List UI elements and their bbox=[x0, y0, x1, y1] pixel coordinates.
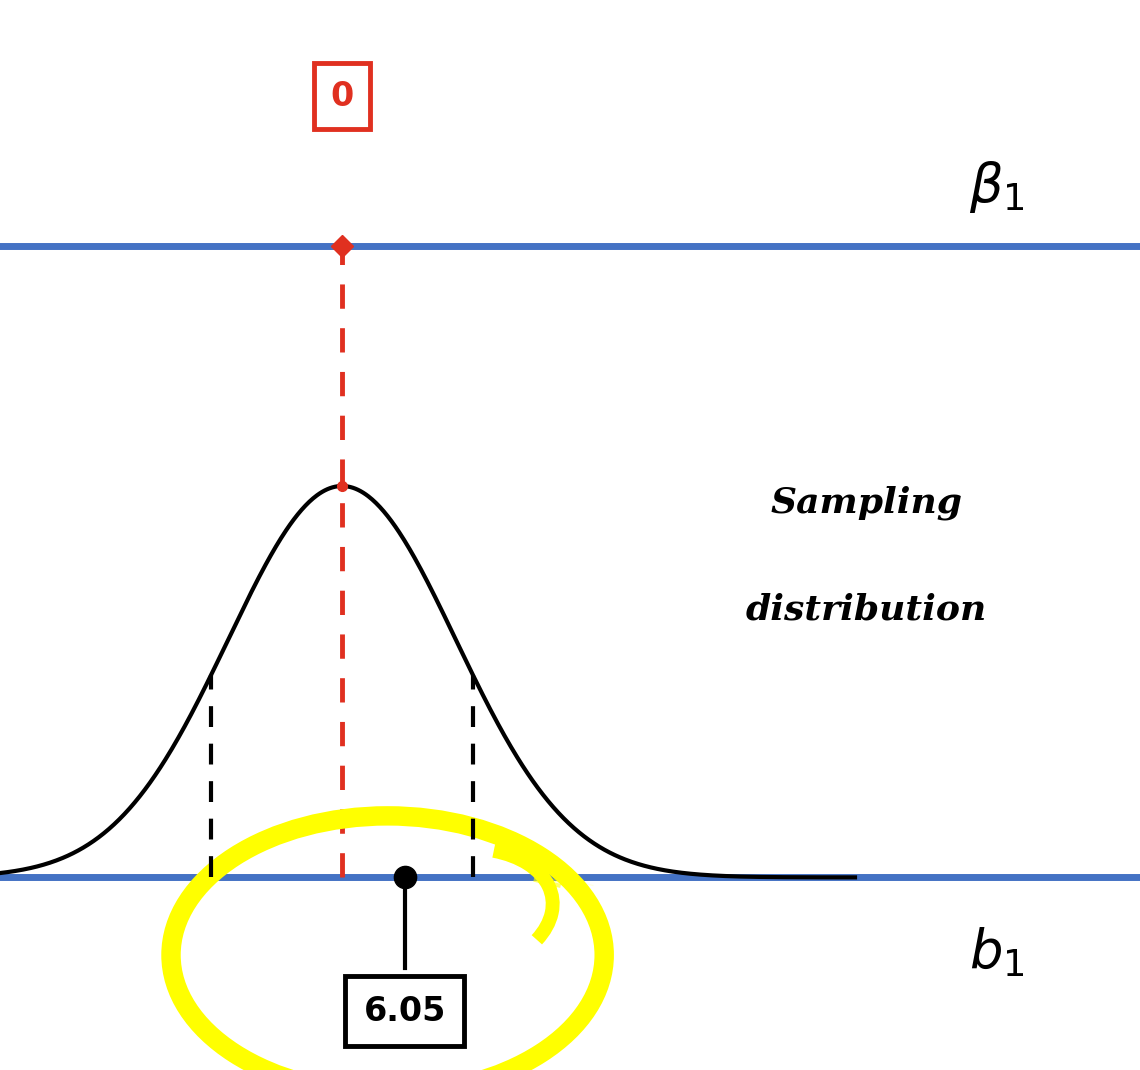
Text: 0: 0 bbox=[331, 80, 353, 112]
Text: $\beta_1$: $\beta_1$ bbox=[969, 159, 1025, 215]
Text: $b_1$: $b_1$ bbox=[969, 926, 1025, 979]
Text: 6.05: 6.05 bbox=[364, 995, 446, 1027]
Text: distribution: distribution bbox=[746, 593, 987, 627]
Text: Sampling: Sampling bbox=[771, 486, 962, 520]
